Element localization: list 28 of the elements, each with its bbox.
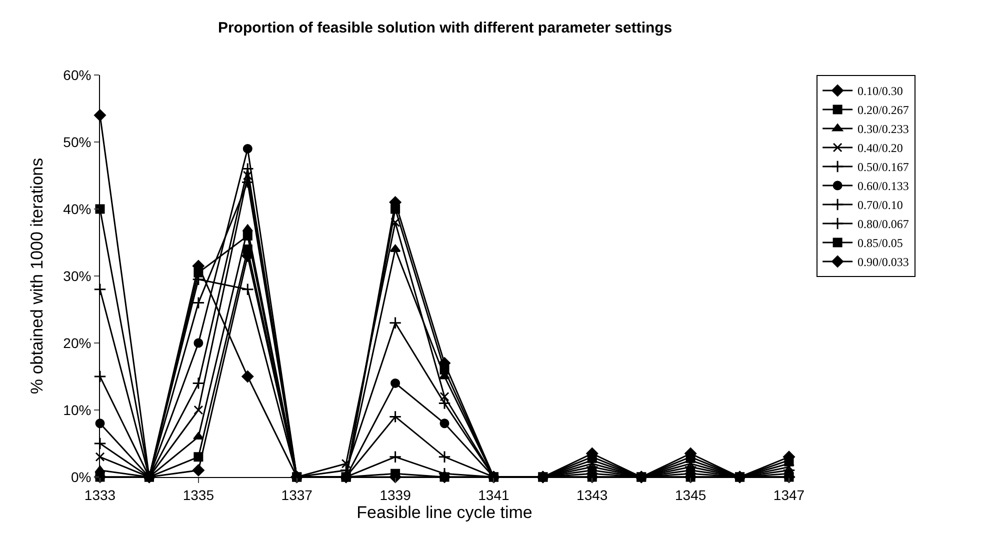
y-tick-label: 0% — [70, 468, 92, 485]
legend-label: 0.20/0.267 — [858, 103, 909, 118]
y-tick-label: 10% — [63, 402, 92, 418]
legend-label: 0.60/0.133 — [858, 179, 909, 194]
x-tick-label: 1333 — [84, 486, 116, 503]
legend-label: 0.90/0.033 — [858, 255, 909, 270]
x-tick-label: 1347 — [773, 486, 805, 503]
x-axis-title: Feasible line cycle time — [356, 502, 532, 522]
legend-label: 0.30/0.233 — [858, 122, 909, 136]
x-tick-label: 1337 — [281, 486, 313, 503]
y-tick-label: 20% — [63, 334, 92, 351]
y-tick-label: 30% — [63, 268, 92, 284]
y-tick-label: 60% — [63, 66, 92, 83]
legend-label: 0.40/0.20 — [858, 141, 903, 156]
x-tick-label: 1339 — [380, 486, 412, 503]
chart-title: Proportion of feasible solution with different parameter settings — [218, 20, 672, 37]
x-tick-label: 1335 — [182, 486, 214, 503]
legend-label: 0.10/0.30 — [858, 84, 903, 98]
legend-label: 0.50/0.167 — [858, 160, 909, 174]
legend-label: 0.80/0.067 — [858, 217, 909, 232]
x-tick-label: 1343 — [576, 486, 608, 503]
legend-label: 0.85/0.05 — [858, 236, 903, 250]
x-tick-label: 1341 — [478, 486, 510, 503]
x-tick-label: 1345 — [674, 486, 706, 503]
y-tick-label: 40% — [63, 200, 92, 217]
y-tick-label: 50% — [63, 134, 92, 150]
legend-label: 0.70/0.10 — [858, 198, 903, 212]
y-axis-title: % obtained with 1000 iterations — [28, 158, 47, 394]
